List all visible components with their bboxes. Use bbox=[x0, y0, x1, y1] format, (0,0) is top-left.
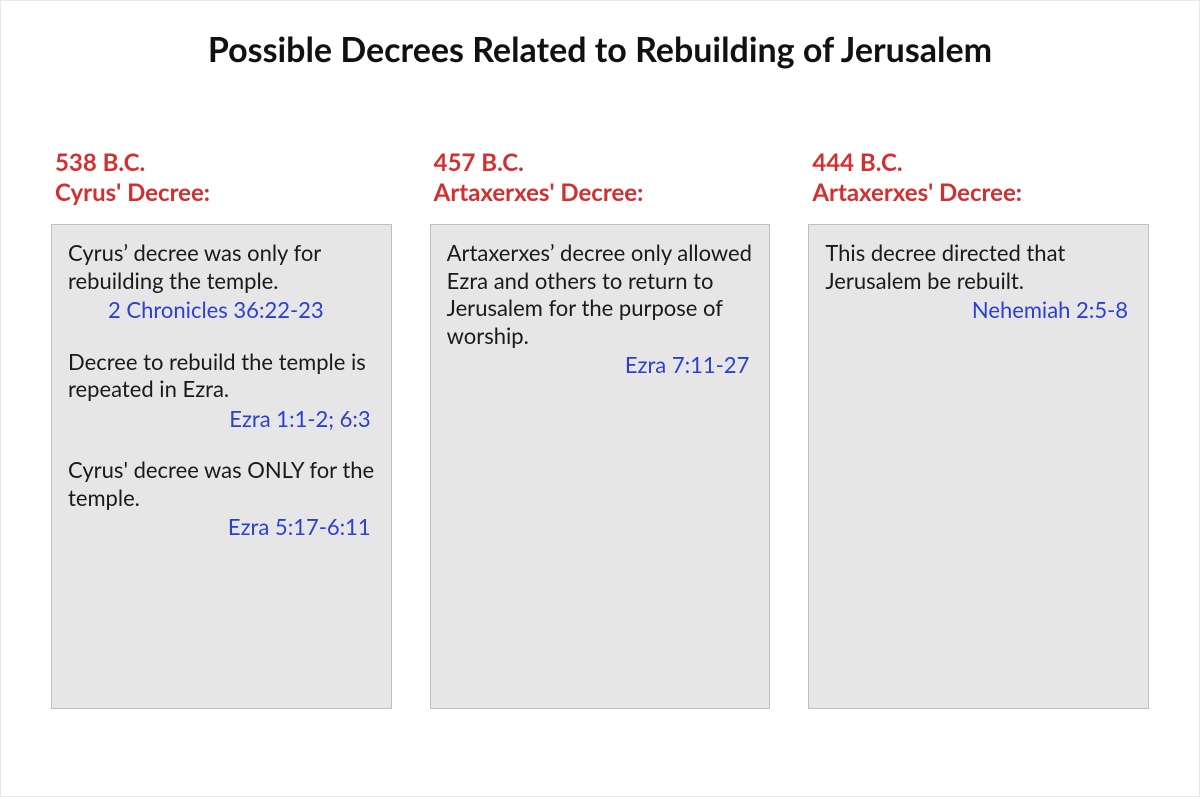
page-title: Possible Decrees Related to Rebuilding o… bbox=[33, 29, 1167, 70]
column-3-date: 444 B.C. bbox=[812, 148, 902, 177]
column-1: 538 B.C. Cyrus' Decree: Cyrus’ decree wa… bbox=[51, 148, 392, 709]
column-2-name: Artaxerxes' Decree: bbox=[434, 178, 644, 207]
entry: Cyrus' decree was ONLY for the temple. E… bbox=[68, 456, 375, 541]
column-3-header: 444 B.C. Artaxerxes' Decree: bbox=[808, 148, 1149, 208]
column-3-name: Artaxerxes' Decree: bbox=[812, 178, 1022, 207]
column-2: 457 B.C. Artaxerxes' Decree: Artaxerxes’… bbox=[430, 148, 771, 709]
columns-container: 538 B.C. Cyrus' Decree: Cyrus’ decree wa… bbox=[33, 148, 1167, 709]
entry: This decree directed that Jerusalem be r… bbox=[825, 239, 1132, 324]
entry-text: Decree to rebuild the temple is repeated… bbox=[68, 348, 375, 403]
column-1-card: Cyrus’ decree was only for rebuilding th… bbox=[51, 224, 392, 709]
column-2-card: Artaxerxes’ decree only allowed Ezra and… bbox=[430, 224, 771, 709]
entry-ref: 2 Chronicles 36:22-23 bbox=[68, 296, 375, 324]
entry-text: This decree directed that Jerusalem be r… bbox=[825, 239, 1132, 294]
entry: Decree to rebuild the temple is repeated… bbox=[68, 348, 375, 433]
entry-ref: Ezra 7:11-27 bbox=[447, 351, 754, 379]
column-1-name: Cyrus' Decree: bbox=[55, 178, 210, 207]
column-2-date: 457 B.C. bbox=[434, 148, 524, 177]
entry-text: Cyrus' decree was ONLY for the temple. bbox=[68, 456, 375, 511]
entry: Artaxerxes’ decree only allowed Ezra and… bbox=[447, 239, 754, 379]
column-1-date: 538 B.C. bbox=[55, 148, 145, 177]
column-1-header: 538 B.C. Cyrus' Decree: bbox=[51, 148, 392, 208]
entry-ref: Nehemiah 2:5-8 bbox=[825, 296, 1132, 324]
column-2-header: 457 B.C. Artaxerxes' Decree: bbox=[430, 148, 771, 208]
entry-text: Cyrus’ decree was only for rebuilding th… bbox=[68, 239, 375, 294]
entry-ref: Ezra 5:17-6:11 bbox=[68, 513, 375, 541]
entry-text: Artaxerxes’ decree only allowed Ezra and… bbox=[447, 239, 754, 349]
page-container: Possible Decrees Related to Rebuilding o… bbox=[0, 0, 1200, 797]
entry: Cyrus’ decree was only for rebuilding th… bbox=[68, 239, 375, 324]
column-3: 444 B.C. Artaxerxes' Decree: This decree… bbox=[808, 148, 1149, 709]
entry-ref: Ezra 1:1-2; 6:3 bbox=[68, 405, 375, 433]
column-3-card: This decree directed that Jerusalem be r… bbox=[808, 224, 1149, 709]
